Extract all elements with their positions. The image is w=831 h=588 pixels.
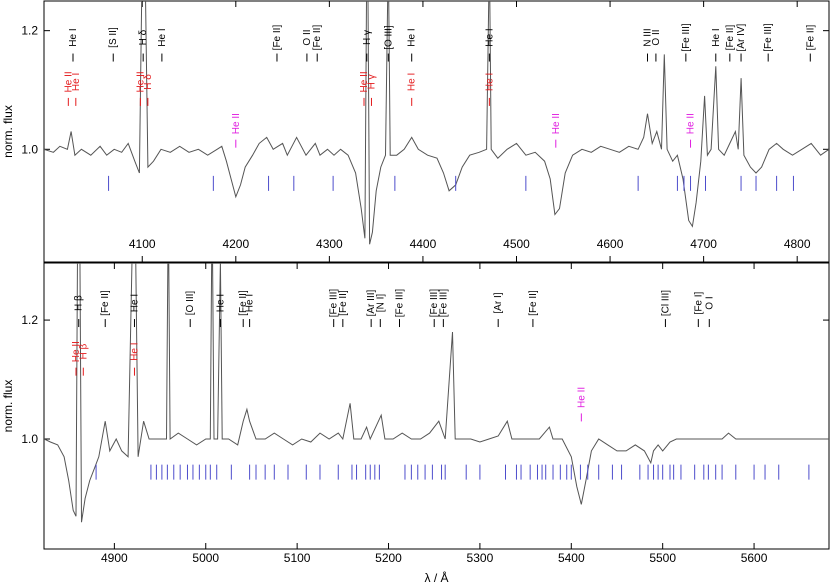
annotation-label: He II [135, 71, 146, 92]
x-tick-label: 5300 [467, 551, 494, 565]
annotation-label: O II [651, 29, 662, 45]
x-tick-label: 4300 [316, 237, 343, 251]
annotation-label: He II [551, 113, 562, 134]
annotation-label: He II [359, 71, 370, 92]
annotation-label: H β [74, 295, 85, 311]
annotation-label: He I [407, 73, 418, 91]
annotation-label: [S II] [108, 27, 119, 48]
y-tick-label: 1.0 [21, 142, 38, 156]
annotation-label: He II [686, 113, 697, 134]
y-tick-label: 1.2 [21, 24, 38, 38]
x-tick-label: 5000 [192, 551, 219, 565]
y-tick-label: 1.0 [21, 432, 38, 446]
y-axis-label: norm. flux [1, 105, 15, 158]
annotation-label: He I [407, 28, 418, 46]
annotation-label: He I [129, 342, 140, 360]
annotation-label: He I [484, 28, 495, 46]
annotation-label: [Fe II] [338, 290, 349, 316]
annotation-label: [Fe III] [329, 289, 340, 318]
annotation-label: [Fe III] [438, 289, 449, 318]
annotation-label: [Fe II] [238, 290, 249, 316]
annotation-label: He I [157, 28, 168, 46]
x-tick-label: 4400 [410, 237, 437, 251]
x-tick-label: 5500 [649, 551, 676, 565]
plot-frame [43, 0, 830, 263]
annotation-label: He I [215, 294, 226, 312]
annotation-label: [Fe III] [429, 289, 440, 318]
annotation-label: N III [642, 28, 653, 46]
annotation-label: [O III] [383, 25, 394, 50]
plot-frame [43, 262, 830, 550]
x-tick-label: 4800 [784, 237, 811, 251]
annotation-label: He I [129, 294, 140, 312]
annotation-label: [Fe II] [725, 25, 736, 51]
annotation-label: He II [63, 71, 74, 92]
annotation-label: [O III] [185, 291, 196, 316]
x-tick-label: 5400 [558, 551, 585, 565]
panel: 4100 4200 4300 4400 4500 4600 4700 4800 1.0 1.2 no… [1, 0, 830, 263]
x-tick-label: 4200 [222, 237, 249, 251]
y-axis-label: norm. flux [1, 380, 15, 433]
y-tick-label: 1.2 [21, 313, 38, 327]
annotation-label: [N I] [375, 294, 386, 313]
annotation-label: He I [68, 28, 79, 46]
annotation-label: [Fe III] [763, 23, 774, 52]
annotation-label: O I [704, 296, 715, 309]
annotation-label: [Fe II] [528, 290, 539, 316]
annotation-label: [Fe I] [693, 291, 704, 314]
annotation-label: [Fe III] [394, 289, 405, 318]
x-tick-label: 4500 [503, 237, 530, 251]
x-tick-label: 4100 [129, 237, 156, 251]
annotation-label: [Fe II] [100, 290, 111, 316]
annotation-label: He II [231, 113, 242, 134]
annotation-label: [Cl III] [660, 290, 671, 316]
annotation-label: [Ar I] [493, 292, 504, 313]
annotation-label: [Fe II] [312, 25, 323, 51]
annotation-label: [Fe II] [805, 25, 816, 51]
annotation-label: [Ar III] [366, 289, 377, 316]
annotation-label: O II [302, 29, 313, 45]
annotation-label: H δ [143, 74, 154, 90]
annotation-label: He II [576, 387, 587, 408]
annotation-label: H δ [138, 29, 149, 45]
x-tick-label: 5200 [375, 551, 402, 565]
annotation-label: [Fe II] [272, 25, 283, 51]
spectrum-line [44, 1, 829, 245]
annotation-label: [Fe III] [681, 23, 692, 52]
x-tick-label: 4900 [101, 551, 128, 565]
annotation-label: He I [71, 73, 82, 91]
x-tick-label: 5600 [741, 551, 768, 565]
annotation-label: He I [484, 73, 495, 91]
annotation-label: H β [78, 344, 89, 360]
annotation-label: H γ [362, 30, 373, 45]
annotation-label: H γ [366, 74, 377, 89]
annotation-label: [Ar IV] [736, 23, 747, 51]
x-tick-label: 5100 [284, 551, 311, 565]
x-tick-label: 4700 [690, 237, 717, 251]
annotation-label: He II [71, 341, 82, 362]
x-axis-label: λ / Å [424, 570, 448, 585]
panel: 4900 5000 5100 5200 5300 5400 5500 5600 1.0 1.2 no… [1, 262, 830, 585]
annotation-label: He I [245, 294, 256, 312]
annotation-label: He I [711, 28, 722, 46]
x-tick-label: 4600 [597, 237, 624, 251]
spectrum-line [44, 263, 829, 523]
